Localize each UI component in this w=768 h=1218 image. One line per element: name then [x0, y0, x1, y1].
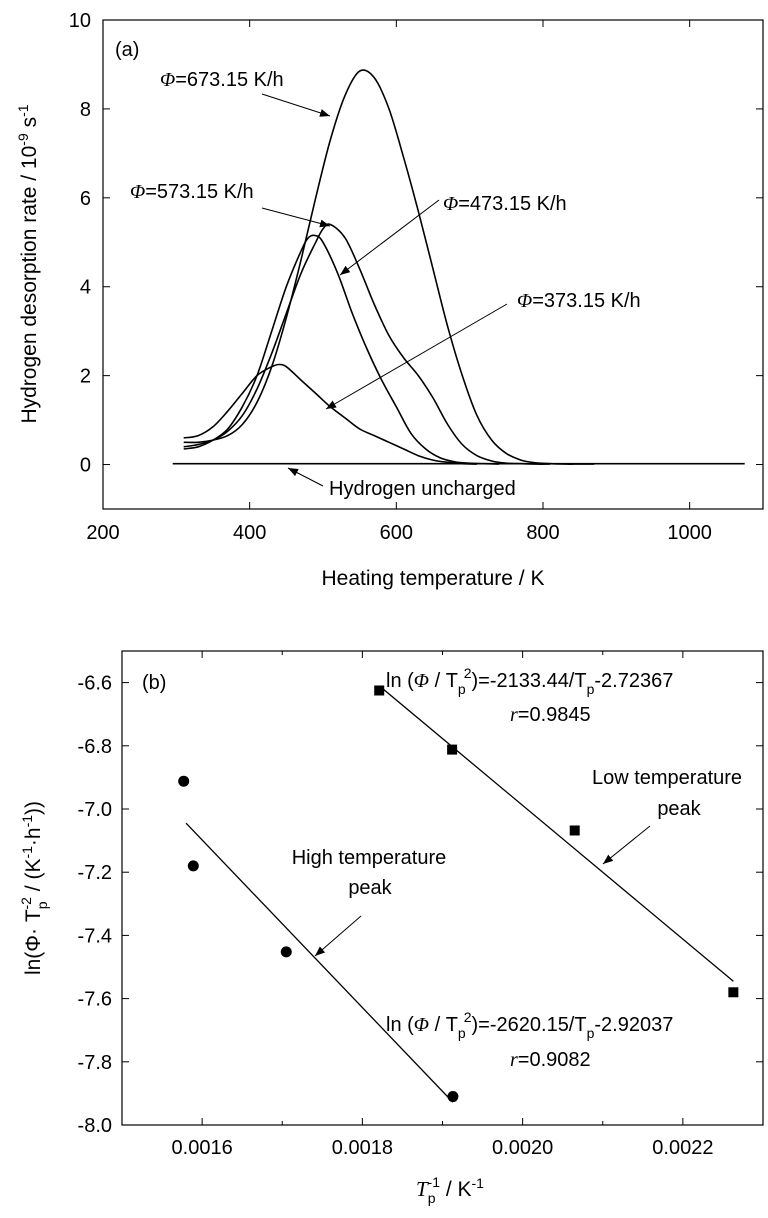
low-temp-peak-label-2: peak — [657, 798, 701, 820]
low-temp-peak-label: Low temperature — [592, 767, 742, 789]
a-y-tick-label: 4 — [80, 277, 91, 299]
b-fit-line-0 — [378, 685, 734, 982]
panel-b-ticks: 0.0016 0.0018 0.0020 0.0022 -6.6 -6.8 -7.0 -7.2… — [78, 651, 763, 1159]
panel-b: 0.0016 0.0018 0.0020 0.0022 -6.6 -6.8 -7.0 -7.2… — [18, 650, 764, 1206]
panel-a-frame — [102, 19, 764, 510]
b-x-tick-label: 0.0020 — [492, 1137, 553, 1159]
b-point-square — [374, 685, 385, 696]
arrow-high-temp — [314, 915, 362, 957]
b-point-circle — [187, 860, 199, 872]
high-temp-r-value: r=0.9082 — [510, 1049, 591, 1071]
b-y-tick-label: -7.0 — [78, 799, 112, 821]
high-temp-peak-label-2: peak — [348, 877, 392, 899]
a-x-tick-label: 400 — [233, 522, 266, 544]
label-473: Φ=473.15 K/h — [443, 193, 567, 215]
b-fit-line-1 — [185, 822, 454, 1103]
high-temp-equation: ln (Φ / Tp2)=-2620.15/Tp-2.92037 — [386, 1009, 673, 1041]
label-373: Φ=373.15 K/h — [517, 290, 641, 312]
panel-a-label: (a) — [115, 39, 139, 61]
a-y-tick-label: 8 — [80, 99, 91, 121]
a-series-line-3 — [183, 363, 478, 465]
panel-b-label: (b) — [142, 672, 166, 694]
label-573: Φ=573.15 K/h — [130, 181, 254, 203]
panel-a: 200 400 600 800 1000 0 2 4 6 8 10 (a) Heating temp… — [15, 10, 764, 590]
arrow-373 — [325, 303, 508, 410]
a-y-tick-label: 10 — [69, 10, 91, 32]
a-series-line-2 — [183, 234, 500, 465]
arrow-473 — [339, 199, 440, 276]
b-x-tick-label: 0.0016 — [172, 1137, 233, 1159]
a-x-tick-label: 800 — [526, 522, 559, 544]
label-uncharged: Hydrogen uncharged — [329, 478, 516, 500]
a-x-tick-label: 1000 — [667, 522, 712, 544]
a-x-tick-label: 600 — [380, 522, 413, 544]
panel-a-curves — [172, 69, 745, 465]
b-y-tick-label: -7.2 — [78, 862, 112, 884]
arrow-uncharged — [287, 467, 324, 487]
b-x-tick-label: 0.0022 — [652, 1137, 713, 1159]
arrow-673 — [261, 93, 331, 117]
high-temp-peak-label: High temperature — [292, 847, 447, 869]
panel-b-frame — [121, 650, 764, 1126]
b-point-circle — [280, 946, 292, 958]
b-point-square — [569, 825, 580, 836]
panel-b-plot — [178, 685, 739, 1103]
b-point-square — [728, 987, 739, 998]
a-x-tick-label: 200 — [86, 522, 119, 544]
b-y-tick-label: -6.6 — [78, 673, 112, 695]
b-y-tick-label: -7.8 — [78, 1052, 112, 1074]
panel-b-x-axis-label: Tp-1 / K-1 — [416, 1174, 484, 1206]
low-temp-r-value: r=0.9845 — [510, 704, 591, 726]
arrow-573 — [261, 207, 331, 228]
panel-a-ticks: 200 400 600 800 1000 0 2 4 6 8 10 — [69, 10, 763, 544]
b-y-tick-label: -7.4 — [78, 925, 112, 947]
panel-b-y-axis-label: ln(Φ· Tp-2 / (K-1·h-1)) — [18, 801, 50, 975]
b-x-tick-label: 0.0018 — [332, 1137, 393, 1159]
arrow-low-temp — [602, 825, 651, 865]
b-y-tick-label: -6.8 — [78, 736, 112, 758]
b-y-tick-label: -8.0 — [78, 1115, 112, 1137]
low-temp-equation: ln (Φ / Tp2)=-2133.44/Tp-2.72367 — [386, 665, 673, 697]
a-y-tick-label: 6 — [80, 188, 91, 210]
b-point-square — [447, 744, 458, 755]
a-series-line-1 — [183, 223, 551, 465]
panel-a-y-axis-label: Hydrogen desorption rate / 10-9 s-1 — [15, 104, 41, 423]
a-y-tick-label: 0 — [80, 455, 91, 477]
panel-a-x-axis-label: Heating temperature / K — [322, 567, 545, 590]
a-series-line-0 — [183, 69, 595, 465]
b-point-circle — [447, 1091, 459, 1103]
b-point-circle — [178, 775, 190, 787]
b-y-tick-label: -7.6 — [78, 989, 112, 1011]
label-673: Φ=673.15 K/h — [160, 69, 284, 91]
a-y-tick-label: 2 — [80, 366, 91, 388]
